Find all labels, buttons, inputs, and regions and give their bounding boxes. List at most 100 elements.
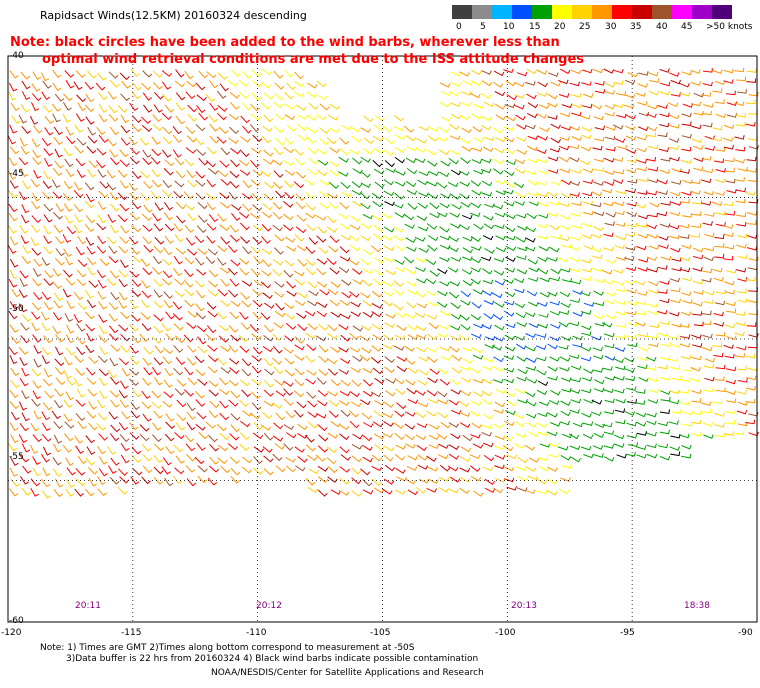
wind-barb (250, 245, 261, 254)
wind-barb (371, 465, 383, 472)
wind-barb (217, 104, 228, 112)
wind-barb (691, 398, 702, 403)
wind-barb (207, 310, 218, 318)
wind-barb (219, 388, 230, 396)
wind-barb (504, 300, 515, 306)
wind-barb (693, 145, 704, 150)
wind-barb (603, 201, 614, 207)
wind-barb (527, 475, 539, 481)
wind-barb (638, 376, 649, 382)
wind-barb (428, 398, 439, 404)
wind-barb (416, 215, 428, 221)
wind-barb (119, 180, 129, 189)
wind-barb (593, 314, 604, 320)
colorbar-swatch (712, 5, 732, 19)
wind-barb (714, 191, 726, 196)
wind-barb (448, 157, 459, 165)
wind-barb (40, 72, 50, 82)
wind-barb (491, 344, 503, 351)
wind-barb (252, 299, 263, 308)
wind-barb (449, 346, 460, 353)
wind-barb (131, 289, 142, 298)
wind-barb (41, 433, 52, 442)
wind-barb (427, 135, 438, 142)
wind-barb (32, 467, 42, 477)
wind-barb (526, 400, 537, 407)
wind-barb (242, 125, 252, 134)
wind-barb (549, 336, 561, 342)
wind-barb (65, 347, 75, 356)
wind-barb (626, 334, 637, 340)
wind-barb (736, 277, 748, 282)
wind-barb (559, 168, 571, 174)
wind-barb (162, 400, 173, 408)
wind-barb (219, 377, 229, 386)
wind-barb (746, 168, 757, 173)
wind-barb (327, 476, 338, 483)
wind-barb (449, 476, 461, 483)
lon-label: -110 (246, 628, 267, 638)
wind-barb (250, 159, 260, 168)
wind-barb (451, 367, 462, 374)
wind-barb (726, 188, 737, 194)
wind-barb (141, 443, 152, 452)
wind-barb (418, 247, 429, 253)
wind-barb (9, 389, 19, 399)
wind-barb (329, 169, 340, 177)
wind-barb (187, 213, 197, 222)
wind-barb (637, 364, 648, 370)
wind-barb (570, 69, 582, 75)
wind-barb (195, 390, 205, 399)
wind-barb (481, 431, 492, 437)
wind-barb (493, 336, 505, 342)
wind-barb (32, 434, 43, 443)
wind-barb (549, 276, 561, 282)
wind-barb (515, 114, 526, 121)
wind-barb (62, 234, 72, 243)
wind-barb (373, 224, 384, 232)
wind-barb (9, 467, 19, 477)
wind-barb (603, 68, 615, 74)
wind-barb (361, 222, 372, 230)
wind-barb (559, 136, 570, 141)
wind-barb (77, 259, 88, 268)
wind-barb (635, 421, 647, 427)
wind-barb (41, 91, 51, 100)
wind-barb (723, 201, 734, 207)
wind-barb (604, 343, 615, 349)
wind-barb (591, 191, 603, 197)
wind-barb (219, 160, 230, 168)
wind-barb (735, 198, 746, 204)
wind-barb (682, 179, 693, 184)
wind-barb (294, 278, 305, 286)
wind-barb (19, 270, 29, 279)
wind-barb (593, 157, 605, 163)
wind-barb (220, 267, 231, 274)
wind-barb (272, 435, 284, 442)
wind-barb (352, 168, 363, 174)
wind-barb (670, 298, 681, 304)
wind-barb (229, 367, 240, 375)
wind-barb (142, 70, 153, 78)
wind-barb (20, 235, 29, 245)
colorbar-swatch (592, 5, 612, 19)
wind-barb (316, 268, 327, 276)
wind-barb (701, 310, 712, 316)
wind-barb (634, 280, 646, 286)
wind-barb (304, 178, 315, 186)
wind-barb (616, 144, 628, 150)
wind-barb (54, 366, 65, 375)
wind-barb (304, 192, 316, 199)
wind-barb (582, 191, 593, 197)
wind-barb (227, 443, 239, 451)
wind-barb (481, 70, 492, 75)
wind-barb (283, 213, 294, 221)
wind-barb (458, 400, 470, 408)
wind-barb (273, 125, 284, 134)
wind-barb (208, 410, 219, 419)
wind-barb (646, 190, 657, 196)
wind-barb (294, 71, 304, 80)
wind-barb (240, 291, 250, 300)
wind-barb (217, 213, 227, 222)
wind-barb (436, 182, 448, 189)
